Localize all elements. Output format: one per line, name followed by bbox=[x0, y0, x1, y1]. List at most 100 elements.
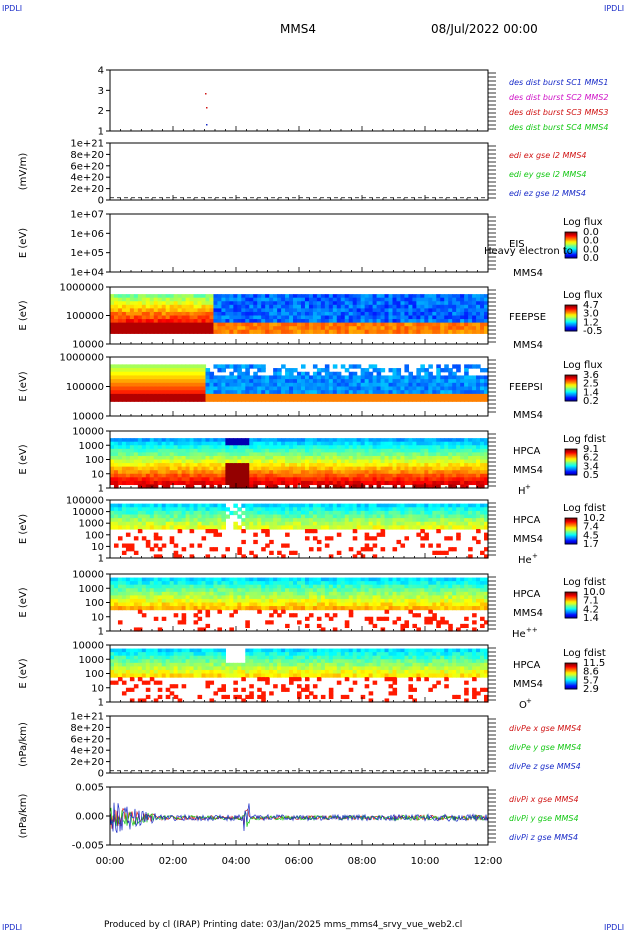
spectrogram-cell bbox=[229, 375, 234, 380]
spectrogram-cell bbox=[480, 577, 485, 582]
spectrogram-cell bbox=[436, 379, 441, 384]
spectrogram-cell bbox=[241, 480, 246, 486]
spectrogram-cell bbox=[416, 503, 421, 508]
spectrogram-cell bbox=[185, 397, 191, 402]
spectrogram-cell bbox=[368, 525, 374, 530]
spectrogram-cell bbox=[293, 459, 298, 464]
spectrogram-cell bbox=[452, 304, 457, 309]
spectrogram-cell bbox=[205, 294, 211, 299]
spectrogram-cell bbox=[452, 591, 457, 596]
spectrogram-cell bbox=[308, 329, 314, 334]
spectrogram-cell bbox=[189, 543, 195, 548]
spectrogram-cell bbox=[121, 503, 127, 508]
spectrogram-cell bbox=[380, 319, 386, 324]
spectrogram-cell bbox=[312, 577, 318, 582]
spectrogram-cell bbox=[265, 375, 270, 380]
spectrogram-cell bbox=[368, 311, 374, 317]
spectrogram-cell bbox=[472, 584, 477, 589]
spectrogram-cell bbox=[408, 514, 413, 519]
spectrogram-cell bbox=[141, 514, 147, 519]
spectrogram-cell bbox=[312, 322, 318, 327]
spectrogram-cell bbox=[460, 319, 465, 324]
spectrogram-cell bbox=[348, 441, 354, 446]
spectrogram-cell bbox=[388, 441, 394, 446]
spectrogram-cell bbox=[149, 598, 155, 604]
spectrogram-cell bbox=[400, 584, 406, 589]
spectrogram-cell bbox=[217, 448, 223, 453]
spectrogram-cell bbox=[193, 613, 199, 618]
spectrogram-cell bbox=[245, 304, 250, 309]
spectrogram-cell bbox=[121, 543, 127, 548]
spectrogram-cell bbox=[209, 390, 215, 395]
spectrogram-cell bbox=[404, 379, 410, 384]
spectrogram-cell bbox=[328, 591, 334, 596]
spectrogram-cell bbox=[181, 620, 187, 625]
spectrogram-cell bbox=[308, 529, 314, 534]
spectrogram-cell bbox=[137, 518, 143, 523]
spectrogram-cell bbox=[273, 397, 278, 402]
spectrogram-cell bbox=[153, 459, 159, 464]
spectrogram-cell bbox=[308, 319, 314, 324]
spectrogram-cell bbox=[110, 680, 115, 685]
spectrogram-cell bbox=[360, 554, 366, 559]
spectrogram-cell bbox=[237, 375, 242, 380]
spectrogram-cell bbox=[452, 315, 457, 320]
spectrogram-cell bbox=[312, 386, 318, 391]
spectrogram-cell bbox=[213, 304, 219, 309]
spectrogram-cell bbox=[484, 598, 489, 604]
spectrogram-cell bbox=[197, 470, 203, 475]
spectrogram-cell bbox=[141, 525, 147, 530]
spectrogram-cell bbox=[113, 368, 119, 373]
spectrogram-cell bbox=[332, 627, 338, 632]
spectrogram-cell bbox=[281, 452, 286, 457]
spectrogram-cell bbox=[233, 441, 238, 446]
spectrogram-cell bbox=[428, 507, 433, 512]
spectrogram-cell bbox=[372, 459, 378, 464]
spectrogram-cell bbox=[356, 521, 362, 526]
spectrogram-cell bbox=[253, 294, 258, 299]
spectrogram-cell bbox=[201, 591, 207, 596]
spectrogram-cell bbox=[257, 375, 262, 380]
spectrogram-cell bbox=[293, 588, 298, 593]
spectrogram-cell bbox=[424, 304, 429, 309]
spectrogram-cell bbox=[372, 554, 378, 559]
spectrogram-cell bbox=[416, 315, 421, 320]
spectrogram-cell bbox=[145, 514, 151, 519]
spectrogram-cell bbox=[113, 364, 119, 369]
spectrogram-cell bbox=[348, 364, 354, 369]
spectrogram-cell bbox=[400, 588, 406, 593]
spectrogram-cell bbox=[320, 297, 326, 302]
spectrogram-cell bbox=[193, 459, 199, 464]
spectrogram-cell bbox=[233, 379, 238, 384]
spectrogram-cell bbox=[364, 386, 370, 391]
spectrogram-cell bbox=[324, 371, 330, 377]
spectrogram-cell bbox=[217, 455, 223, 461]
spectrogram-cell bbox=[149, 581, 155, 586]
spectrogram-cell bbox=[225, 598, 230, 604]
spectrogram-cell bbox=[428, 371, 433, 377]
spectrogram-cell bbox=[404, 466, 410, 471]
spectrogram-cell bbox=[117, 463, 123, 468]
spectrogram-cell bbox=[352, 584, 358, 589]
spectrogram-cell bbox=[332, 480, 338, 486]
spectrogram-cell bbox=[384, 329, 390, 334]
spectrogram-cell bbox=[424, 371, 429, 377]
spectrogram-cell bbox=[484, 591, 489, 596]
spectrogram-cell bbox=[225, 311, 230, 317]
spectrogram-cell bbox=[384, 510, 390, 516]
spectrogram-cell bbox=[448, 518, 453, 523]
spectrogram-cell bbox=[217, 364, 223, 369]
spectrogram-cell bbox=[472, 308, 477, 313]
spectrogram-cell bbox=[432, 503, 437, 508]
spectrogram-cell bbox=[308, 466, 314, 471]
spectrogram-cell bbox=[392, 518, 398, 523]
spectrogram-cell bbox=[117, 397, 123, 402]
spectrogram-cell bbox=[205, 382, 211, 388]
spectrogram-cell bbox=[197, 294, 203, 299]
spectrogram-cell bbox=[304, 484, 310, 489]
spectrogram-cell bbox=[285, 466, 290, 471]
spectrogram-cell bbox=[432, 518, 437, 523]
spectrogram-cell bbox=[149, 470, 155, 475]
spectrogram-cell bbox=[312, 525, 318, 530]
